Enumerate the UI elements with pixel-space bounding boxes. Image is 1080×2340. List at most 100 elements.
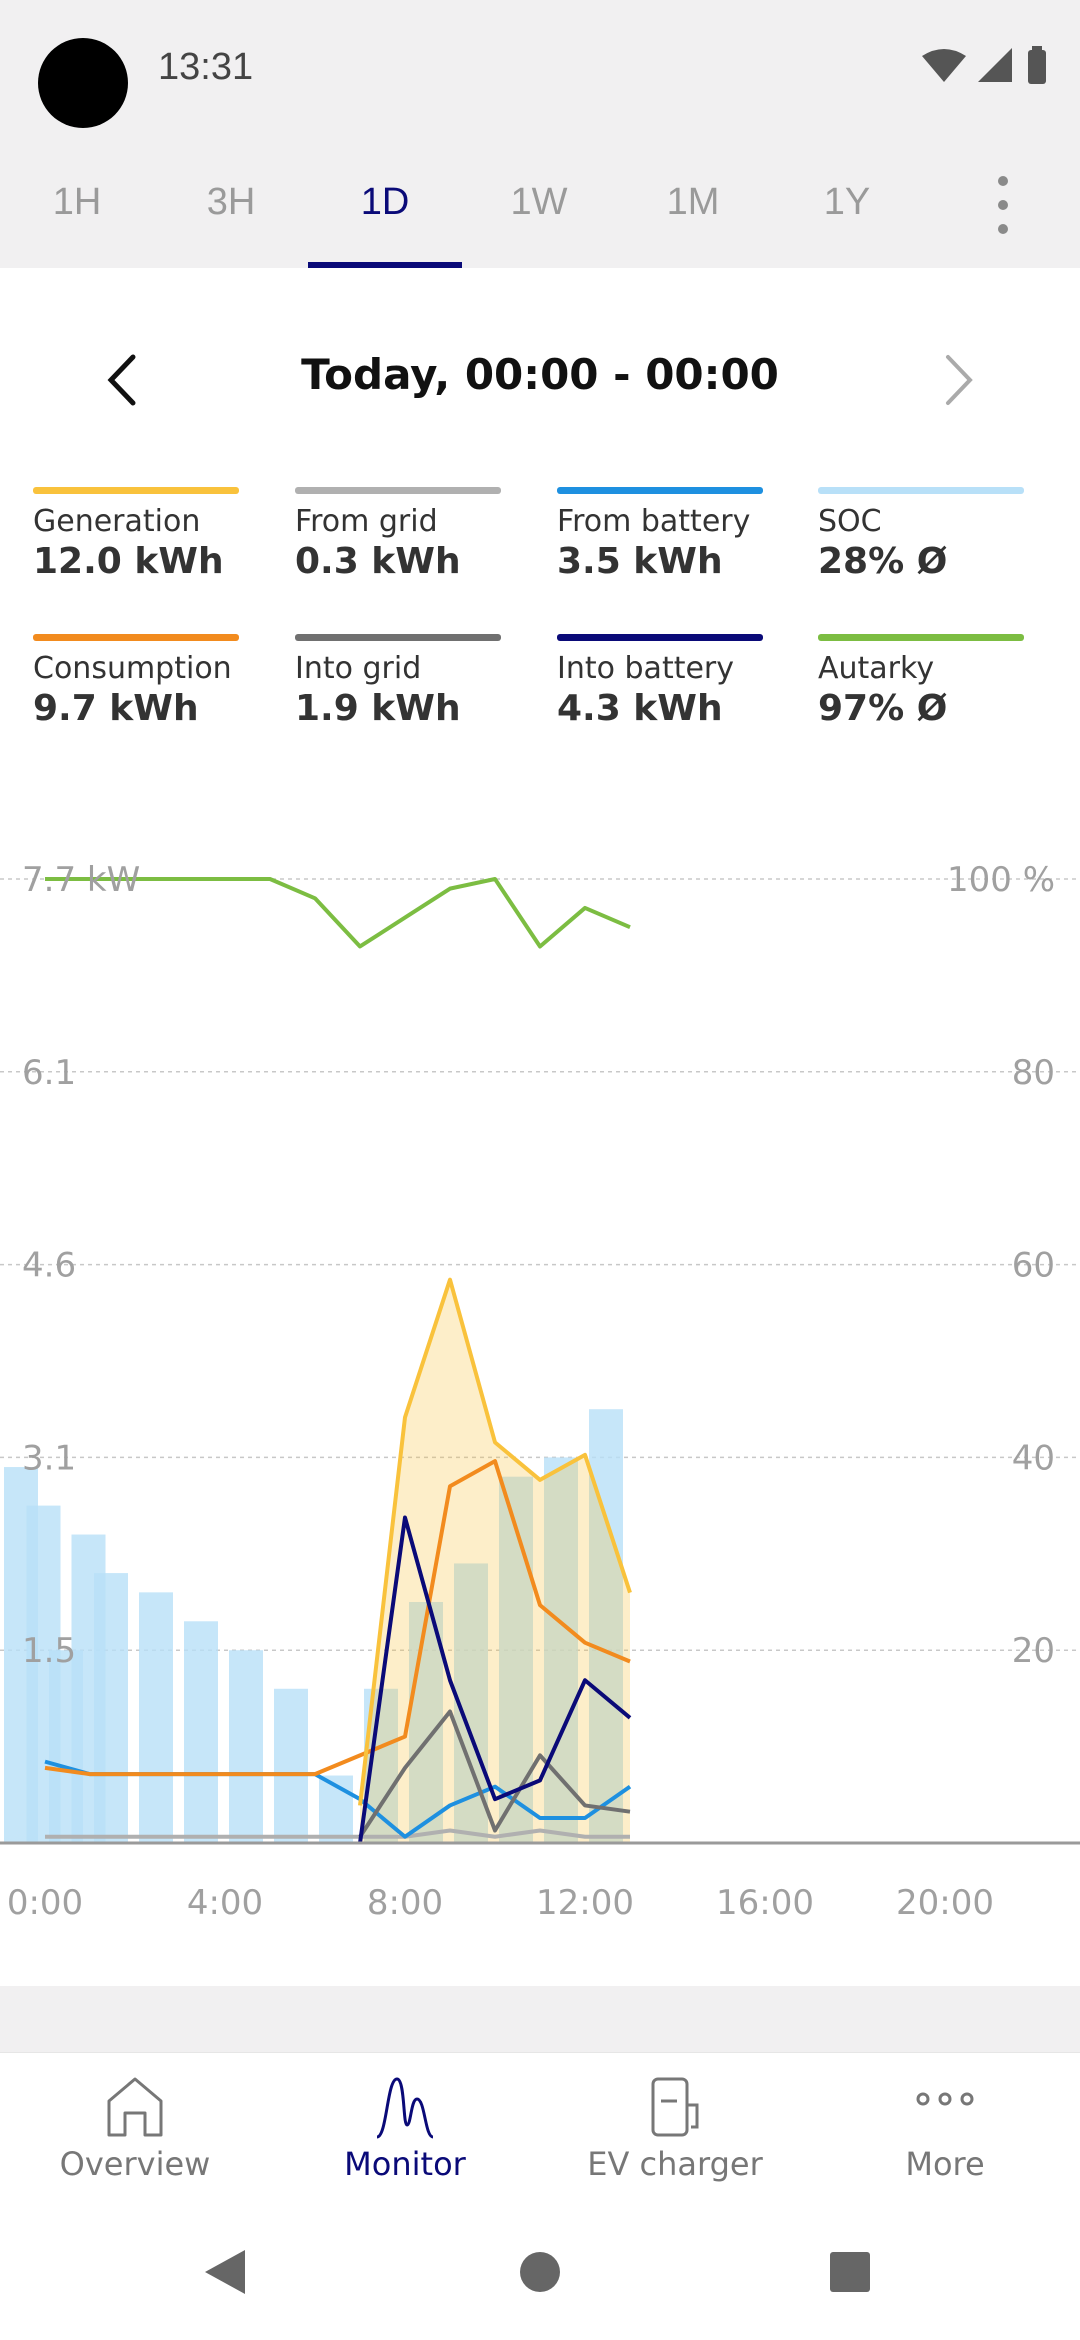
legend-swatch bbox=[557, 634, 763, 641]
legend-value: 97% Ø bbox=[818, 688, 948, 729]
x-tick-label: 12:00 bbox=[536, 1883, 634, 1923]
legend-value: 9.7 kWh bbox=[33, 688, 199, 729]
more-dots-icon bbox=[916, 2092, 974, 2106]
energy-chart[interactable]: 7.7 kW 100 % 6.1 80 4.6 60 3.1 40 1.5 20 0:00 4:00 8… bbox=[0, 820, 1080, 1960]
y-right-tick-label: 60 bbox=[1012, 1246, 1055, 1286]
ev-charger-icon bbox=[651, 2077, 699, 2137]
y-left-tick-label: 6.1 bbox=[22, 1053, 76, 1093]
time-range-tabs: 1H 3H 1D 1W 1M 1Y bbox=[0, 142, 1080, 268]
soc-bar bbox=[184, 1621, 218, 1843]
x-tick-label: 20:00 bbox=[896, 1883, 994, 1923]
legend-value: 3.5 kWh bbox=[557, 541, 723, 582]
back-icon[interactable] bbox=[195, 2242, 255, 2302]
legend-label: SOC bbox=[818, 504, 882, 539]
legend-label: Consumption bbox=[33, 651, 232, 686]
cellular-icon bbox=[978, 48, 1012, 82]
nav-ev-charger[interactable]: EV charger bbox=[540, 2053, 810, 2213]
legend-swatch bbox=[33, 634, 239, 641]
y-right-tick-label: 100 % bbox=[947, 860, 1055, 900]
legend-label: Autarky bbox=[818, 651, 935, 686]
tab-1d-label: 1D bbox=[360, 181, 410, 223]
legend-swatch bbox=[557, 487, 763, 494]
soc-bar bbox=[229, 1650, 263, 1843]
from-grid-line bbox=[45, 1828, 630, 1839]
tab-1y[interactable]: 1Y bbox=[823, 181, 871, 223]
legend-consumption[interactable]: Consumption 9.7 kWh bbox=[33, 634, 239, 764]
y-left-tick-label: 3.1 bbox=[22, 1438, 76, 1478]
bottom-navigation: Overview Monitor EV charger More bbox=[0, 2052, 1080, 2213]
generation-line bbox=[358, 1277, 632, 1806]
consumption-line bbox=[44, 1459, 631, 1777]
legend-swatch bbox=[818, 487, 1024, 494]
nav-overview[interactable]: Overview bbox=[0, 2053, 270, 2213]
status-bar: 13:31 bbox=[0, 0, 1080, 142]
legend-soc[interactable]: SOC 28% Ø bbox=[818, 487, 1024, 617]
legend-into-grid[interactable]: Into grid 1.9 kWh bbox=[295, 634, 501, 764]
legend-swatch bbox=[295, 634, 501, 641]
tab-1d[interactable]: 1D bbox=[308, 142, 462, 268]
legend-label: Into grid bbox=[295, 651, 422, 686]
x-tick-label: 0:00 bbox=[7, 1883, 83, 1923]
autarky-line bbox=[45, 877, 631, 949]
tab-active-indicator bbox=[308, 262, 462, 268]
legend-swatch bbox=[818, 634, 1024, 641]
legend-swatch bbox=[33, 487, 239, 494]
x-tick-label: 16:00 bbox=[716, 1883, 814, 1923]
system-status-icons bbox=[922, 46, 1046, 84]
legend-label: Generation bbox=[33, 504, 201, 539]
legend-label: From battery bbox=[557, 504, 751, 539]
soc-bar bbox=[499, 1476, 533, 1843]
y-left-tick-label: 4.6 bbox=[22, 1246, 76, 1286]
nav-label: Overview bbox=[59, 2145, 211, 2183]
nav-more[interactable]: More bbox=[810, 2053, 1080, 2213]
more-options-icon[interactable] bbox=[978, 170, 1028, 240]
monitor-icon bbox=[376, 2077, 434, 2139]
tab-1w[interactable]: 1W bbox=[510, 181, 568, 223]
legend-value: 28% Ø bbox=[818, 541, 948, 582]
y-right-tick-label: 40 bbox=[1012, 1438, 1055, 1478]
nav-label: More bbox=[905, 2145, 985, 2183]
legend-into-battery[interactable]: Into battery 4.3 kWh bbox=[557, 634, 763, 764]
x-tick-label: 8:00 bbox=[367, 1883, 443, 1923]
status-time: 13:31 bbox=[158, 46, 254, 88]
into-battery-line bbox=[358, 1515, 632, 1844]
soc-bar bbox=[94, 1573, 128, 1843]
y-right-tick-label: 20 bbox=[1012, 1631, 1055, 1671]
date-range-label: Today, 00:00 - 00:00 bbox=[301, 350, 779, 399]
recents-icon[interactable] bbox=[820, 2242, 880, 2302]
legend-label: Into battery bbox=[557, 651, 735, 686]
legend-value: 0.3 kWh bbox=[295, 541, 461, 582]
nav-label: Monitor bbox=[344, 2145, 466, 2183]
home-icon bbox=[107, 2077, 163, 2137]
into-grid-line bbox=[358, 1709, 631, 1838]
nav-label: EV charger bbox=[587, 2145, 763, 2183]
legend-autarky[interactable]: Autarky 97% Ø bbox=[818, 634, 1024, 764]
legend-from-grid[interactable]: From grid 0.3 kWh bbox=[295, 487, 501, 617]
y-right-tick-label: 80 bbox=[1012, 1053, 1055, 1093]
soc-bar bbox=[274, 1688, 308, 1843]
y-left-tick-label: 1.5 bbox=[22, 1631, 76, 1671]
next-day-icon[interactable] bbox=[930, 345, 990, 415]
monitor-card bbox=[0, 268, 1080, 1986]
system-navigation-bar bbox=[0, 2212, 1080, 2340]
nav-monitor[interactable]: Monitor bbox=[270, 2053, 540, 2213]
legend-value: 12.0 kWh bbox=[33, 541, 224, 582]
legend-generation[interactable]: Generation 12.0 kWh bbox=[33, 487, 239, 617]
tab-1h[interactable]: 1H bbox=[52, 181, 102, 223]
legend-label: From grid bbox=[295, 504, 438, 539]
tab-1m[interactable]: 1M bbox=[666, 181, 720, 223]
legend-value: 4.3 kWh bbox=[557, 688, 723, 729]
legend-value: 1.9 kWh bbox=[295, 688, 461, 729]
home-button-icon[interactable] bbox=[510, 2242, 570, 2302]
legend-from-battery[interactable]: From battery 3.5 kWh bbox=[557, 487, 763, 617]
wifi-icon bbox=[922, 49, 966, 82]
soc-bar bbox=[409, 1602, 443, 1843]
legend-swatch bbox=[295, 487, 501, 494]
soc-bar bbox=[139, 1592, 173, 1843]
generation-area bbox=[360, 1279, 630, 1843]
previous-day-icon[interactable] bbox=[95, 345, 155, 415]
tab-3h[interactable]: 3H bbox=[206, 181, 256, 223]
x-tick-label: 4:00 bbox=[187, 1883, 263, 1923]
battery-icon bbox=[1028, 50, 1046, 84]
y-left-tick-label: 7.7 kW bbox=[22, 860, 140, 900]
